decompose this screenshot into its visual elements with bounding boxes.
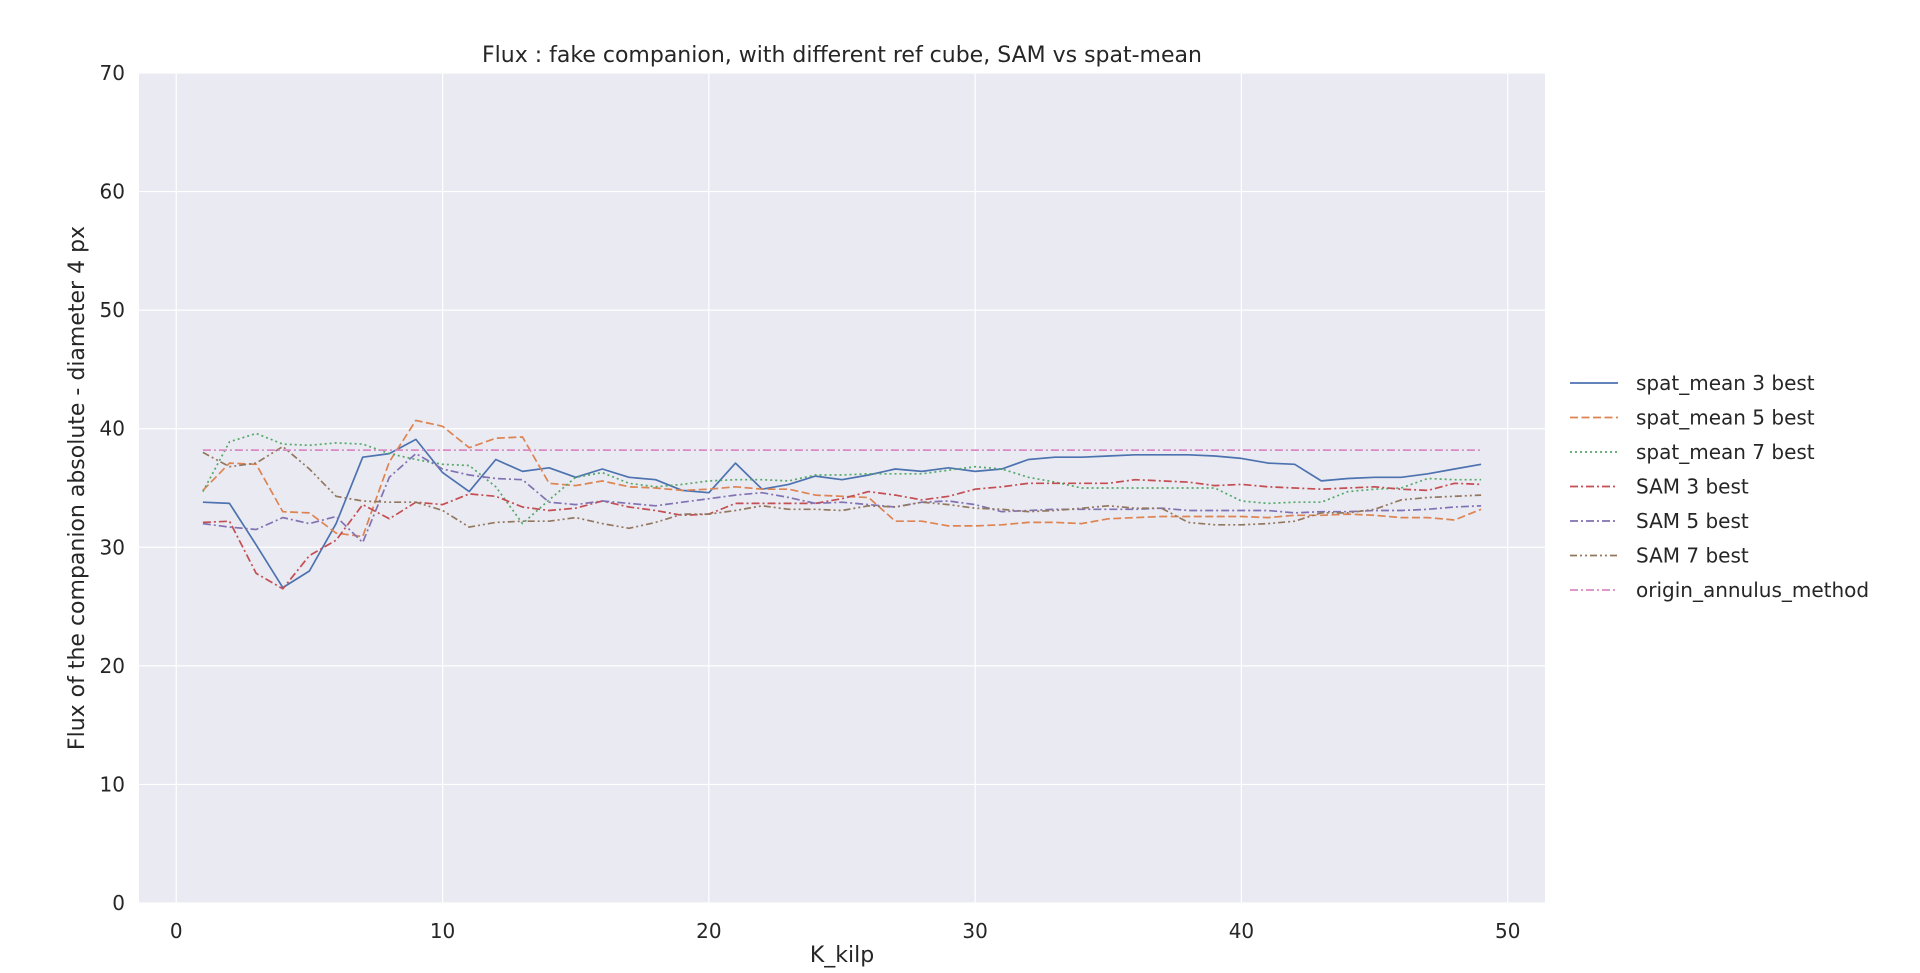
grid-lines [139, 72, 1545, 904]
series-line-sam-5-best [202, 452, 1482, 544]
x-tick-label: 0 [170, 919, 183, 943]
legend-label: spat_mean 7 best [1636, 440, 1815, 464]
legend-label: SAM 7 best [1636, 544, 1749, 568]
y-axis-label: Flux of the companion absolute - diamete… [65, 226, 90, 750]
legend-label: SAM 5 best [1636, 509, 1749, 533]
x-tick-label: 40 [1229, 919, 1254, 943]
y-tick-label: 10 [100, 772, 125, 796]
y-tick-label: 50 [100, 298, 125, 322]
series-line-spat-mean-3-best [202, 438, 1482, 589]
x-tick-label: 30 [962, 919, 987, 943]
x-tick-label: 20 [696, 919, 721, 943]
y-tick-label: 20 [100, 654, 125, 678]
series-line-sam-7-best [202, 445, 1482, 530]
y-tick-label: 70 [100, 61, 125, 85]
y-tick-labels: 0 10 20 30 40 50 60 70 [100, 61, 125, 915]
legend-label: spat_mean 5 best [1636, 406, 1815, 430]
legend-label: spat_mean 3 best [1636, 371, 1815, 395]
x-tick-labels: 0 10 20 30 40 50 [170, 919, 1521, 943]
chart-title: Flux : fake companion, with different re… [482, 43, 1202, 68]
x-tick-label: 10 [430, 919, 455, 943]
legend-label: origin_annulus_method [1636, 578, 1869, 602]
legend: spat_mean 3 best spat_mean 5 best spat_mea… [1570, 371, 1869, 602]
series-line-spat-mean-5-best [202, 419, 1482, 538]
y-tick-label: 60 [100, 180, 125, 204]
series-lines [202, 419, 1482, 590]
y-tick-label: 40 [100, 417, 125, 441]
x-axis-label: K_kilp [810, 943, 874, 968]
x-tick-label: 50 [1495, 919, 1520, 943]
y-tick-label: 30 [100, 535, 125, 559]
y-tick-label: 0 [112, 891, 125, 915]
legend-label: SAM 3 best [1636, 475, 1749, 499]
